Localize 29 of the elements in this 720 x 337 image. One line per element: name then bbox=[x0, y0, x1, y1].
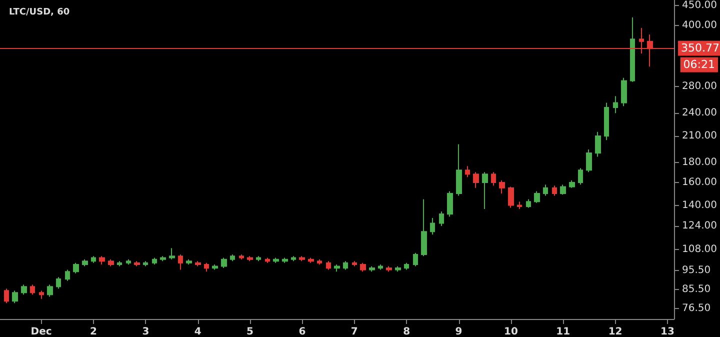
x-tick-label: 12 bbox=[608, 326, 622, 337]
x-tick-label: 9 bbox=[455, 326, 462, 337]
y-tick-label: 124.00 bbox=[682, 220, 718, 232]
y-tick-label: 76.50 bbox=[682, 303, 711, 314]
x-tick-label: 5 bbox=[246, 326, 254, 337]
ref-line-label: 350.77 bbox=[681, 42, 720, 55]
y-tick-label: 400.00 bbox=[682, 20, 718, 32]
x-tick-label: 6 bbox=[298, 326, 306, 337]
y-tick-label: 450.00 bbox=[682, 0, 718, 12]
x-tick-label: 8 bbox=[403, 326, 410, 337]
text: 06:21 bbox=[683, 58, 716, 72]
y-tick-label: 160.00 bbox=[682, 176, 718, 188]
y-tick-label: 240.00 bbox=[682, 108, 718, 119]
y-tick-label: 210.00 bbox=[682, 130, 718, 142]
y-tick-label: 140.00 bbox=[682, 200, 718, 211]
y-tick-label: 85.50 bbox=[682, 284, 711, 296]
x-tick-label: Dec bbox=[30, 326, 52, 337]
x-tick-label: 10 bbox=[504, 326, 518, 337]
y-tick-label: 95.50 bbox=[682, 265, 711, 276]
x-tick-label: 11 bbox=[556, 326, 570, 337]
x-tick-label: 2 bbox=[90, 326, 98, 337]
y-tick-label: 180.00 bbox=[682, 156, 718, 168]
x-tick-label: 3 bbox=[142, 326, 150, 337]
x-tick-label: 7 bbox=[350, 326, 358, 337]
x-tick-label: 13 bbox=[660, 326, 674, 337]
x-tick-label: 4 bbox=[194, 326, 202, 337]
y-tick-label: 108.00 bbox=[682, 244, 718, 256]
text: LTC/USD, 60 bbox=[9, 8, 70, 18]
y-tick-label: 280.00 bbox=[682, 81, 718, 92]
